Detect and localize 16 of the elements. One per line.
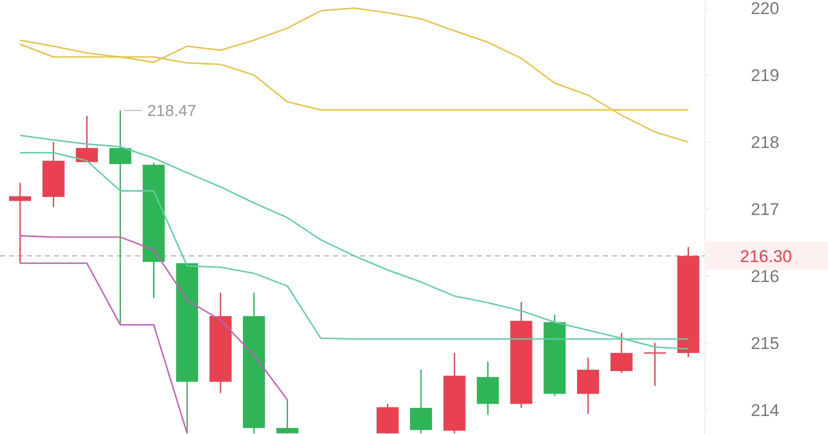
y-tick-label: 214	[750, 400, 780, 420]
line-series	[19, 235, 288, 401]
candlestick	[410, 369, 432, 434]
candlestick	[276, 399, 298, 434]
y-tick-label: 217	[750, 200, 780, 219]
y-tick-label: 215	[750, 334, 780, 353]
line-series	[19, 7, 689, 143]
y-tick-label: 216	[750, 266, 780, 286]
candlestick	[76, 115, 98, 163]
annotation: 218.47	[147, 103, 196, 120]
ref-line-label: 216.30	[740, 246, 792, 266]
y-tick-label: 218	[750, 132, 780, 152]
candlestick	[610, 332, 632, 374]
candlestick	[9, 182, 32, 264]
y-tick-label: 220	[750, 0, 780, 18]
y-tick-label: 219	[750, 66, 780, 85]
